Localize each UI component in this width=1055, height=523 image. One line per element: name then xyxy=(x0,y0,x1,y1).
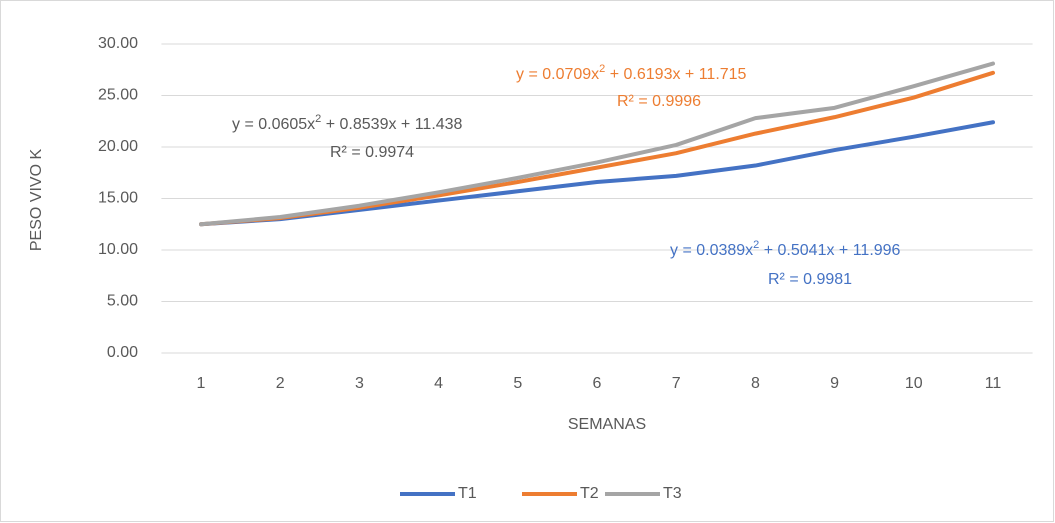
y-tick-label: 15.00 xyxy=(98,190,138,207)
trendline-equation: y = 0.0605x2 + 0.8539x + 11.438 xyxy=(232,113,463,133)
y-tick-label: 30.00 xyxy=(98,35,138,52)
x-tick-label: 7 xyxy=(672,375,681,392)
trendline-r2: R² = 0.9996 xyxy=(617,93,701,110)
equation-part: + 0.5041x + 11.996 xyxy=(759,242,900,259)
equation-exponent: 2 xyxy=(753,239,759,251)
x-tick-label: 8 xyxy=(751,375,760,392)
y-axis-title: PESO VIVO K xyxy=(28,149,45,252)
x-tick-label: 5 xyxy=(513,375,522,392)
equation-exponent: 2 xyxy=(599,63,605,75)
trendline-r2: R² = 0.9981 xyxy=(768,271,852,288)
trendline-equation: y = 0.0389x2 + 0.5041x + 11.996 xyxy=(670,239,901,259)
equation-part: y = 0.0709x xyxy=(516,66,599,83)
equation-part: y = 0.0605x xyxy=(232,116,315,133)
x-tick-label: 3 xyxy=(355,375,364,392)
legend-label: T1 xyxy=(458,485,477,502)
y-tick-label: 20.00 xyxy=(98,138,138,155)
equation-part: y = 0.0389x xyxy=(670,242,753,259)
x-tick-label: 1 xyxy=(197,375,206,392)
x-tick-label: 11 xyxy=(985,375,1002,392)
x-tick-label: 6 xyxy=(593,375,602,392)
x-tick-label: 2 xyxy=(276,375,285,392)
x-tick-label: 9 xyxy=(830,375,839,392)
x-axis-title: SEMANAS xyxy=(568,416,646,433)
y-tick-label: 5.00 xyxy=(107,293,138,310)
series-line xyxy=(199,61,995,227)
equation-exponent: 2 xyxy=(315,113,321,125)
y-tick-label: 25.00 xyxy=(98,87,138,104)
y-tick-label: 0.00 xyxy=(107,344,138,361)
legend-label: T3 xyxy=(663,485,682,502)
y-tick-label: 10.00 xyxy=(98,241,138,258)
legend-label: T2 xyxy=(580,485,599,502)
equation-part: + 0.8539x + 11.438 xyxy=(321,116,462,133)
x-tick-label: 4 xyxy=(434,375,443,392)
equation-part: + 0.6193x + 11.715 xyxy=(605,66,746,83)
x-tick-label: 10 xyxy=(905,375,923,392)
trendline-equation: y = 0.0709x2 + 0.6193x + 11.715 xyxy=(516,63,747,83)
trendline-r2: R² = 0.9974 xyxy=(330,144,414,161)
